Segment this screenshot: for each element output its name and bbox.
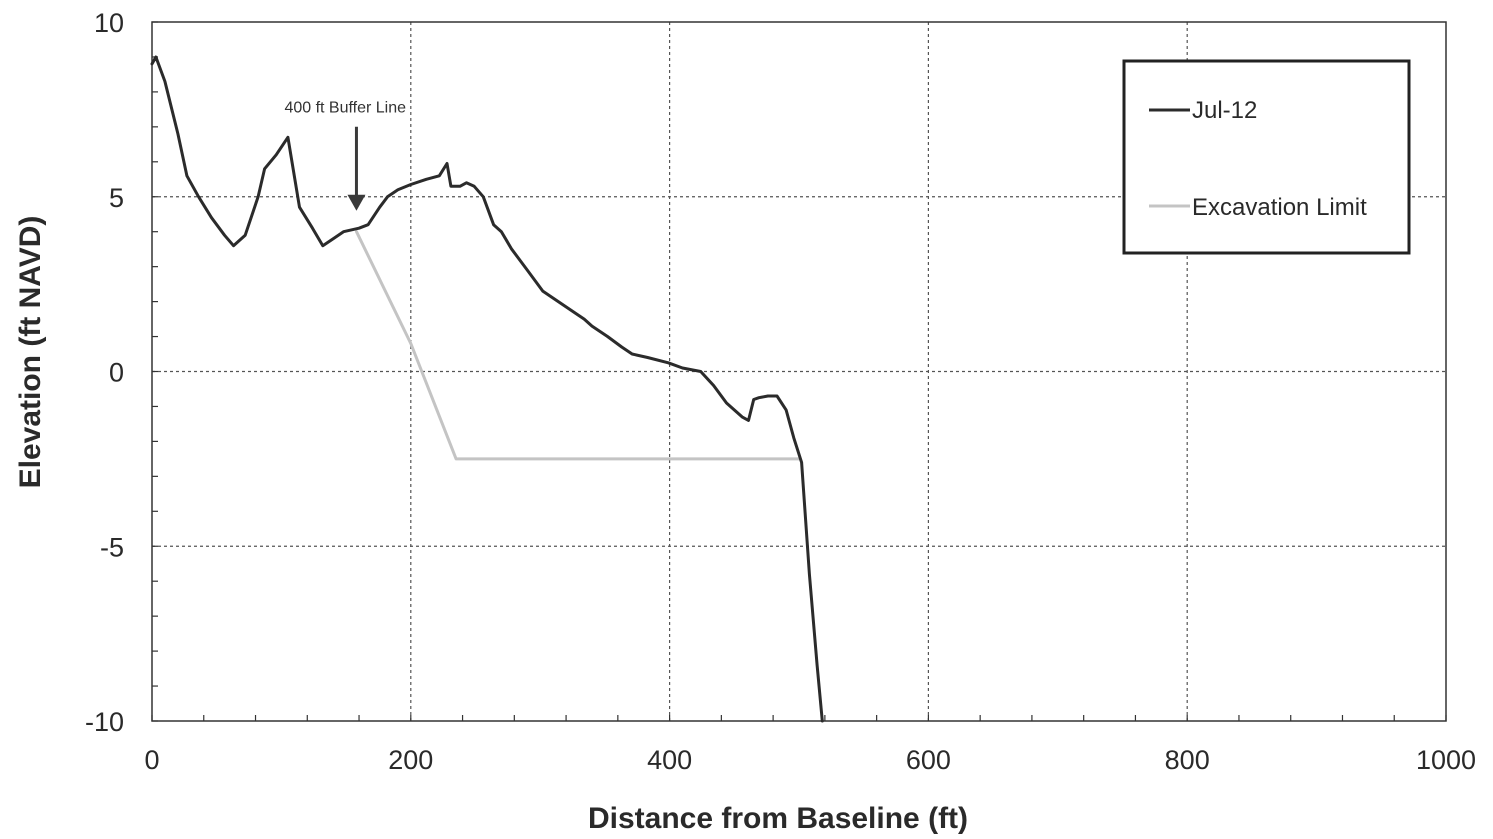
axes: 0 200 400 600 800 1000 10 5 0 -5 -10 <box>85 8 1476 775</box>
buffer-line-annotation: 400 ft Buffer Line <box>284 100 406 211</box>
x-tick-label: 400 <box>647 745 692 775</box>
y-tick-label: 5 <box>109 183 124 213</box>
y-tick-label: 10 <box>94 8 124 38</box>
x-tick-label: 800 <box>1165 745 1210 775</box>
x-tick-label: 200 <box>388 745 433 775</box>
buffer-line-annotation-label: 400 ft Buffer Line <box>284 100 406 117</box>
y-tick-label: 0 <box>109 358 124 388</box>
x-tick-label: 1000 <box>1416 745 1476 775</box>
series-line-excavation-limit <box>355 230 801 461</box>
x-tick-label: 0 <box>144 745 159 775</box>
y-tick-label: -5 <box>100 532 124 562</box>
buffer-line-arrowhead-icon <box>347 194 366 211</box>
y-tick-label: -10 <box>85 707 124 737</box>
legend-label-excavation-limit: Excavation Limit <box>1192 194 1367 221</box>
legend: Jul-12 Excavation Limit <box>1122 59 1411 255</box>
x-tick-label: 600 <box>906 745 951 775</box>
series-lines <box>150 55 824 723</box>
legend-box <box>1122 59 1411 255</box>
y-axis-title: Elevation (ft NAVD) <box>14 216 47 489</box>
series-line-jul-12 <box>150 55 824 723</box>
legend-label-jul-12: Jul-12 <box>1192 97 1257 124</box>
x-axis-title: Distance from Baseline (ft) <box>588 802 968 835</box>
